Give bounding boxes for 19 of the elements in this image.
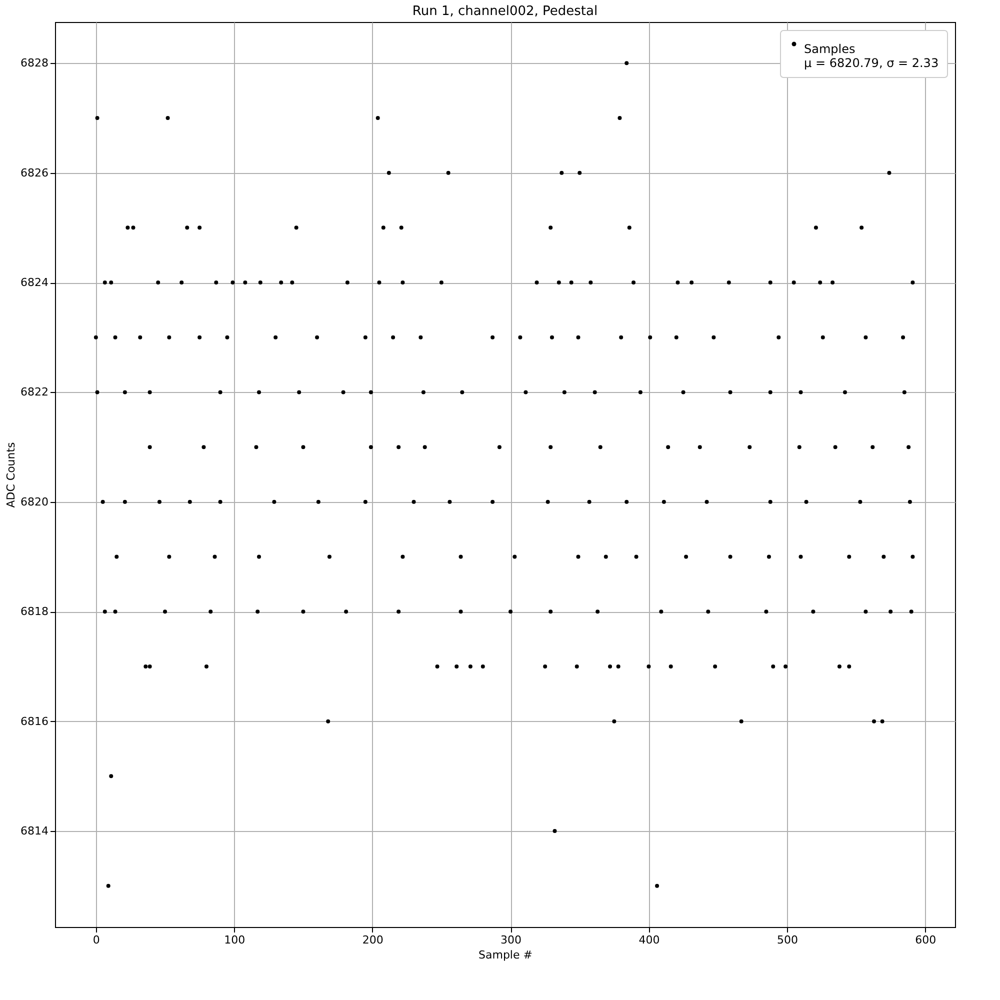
y-tick-label: 6826 <box>20 166 48 180</box>
y-tick-label: 6818 <box>20 605 48 618</box>
y-axis-title: ADC Counts <box>4 442 18 508</box>
chart-title: Run 1, channel002, Pedestal <box>412 4 598 19</box>
legend-label: Samples μ = 6820.79, σ = 2.33 <box>804 42 939 70</box>
x-tick-label: 500 <box>776 934 798 946</box>
y-tick-label: 6828 <box>20 56 48 70</box>
y-tick-label: 6820 <box>20 495 48 508</box>
y-tick-label: 6814 <box>20 824 48 838</box>
x-tick-label: 200 <box>362 934 384 946</box>
y-tick-label: 6816 <box>20 714 48 728</box>
x-tick-label: 100 <box>224 934 246 946</box>
x-tick-label: 600 <box>915 934 936 946</box>
x-axis-title: Sample # <box>478 948 532 962</box>
y-tick-label: 6824 <box>20 276 48 290</box>
x-tick-label: 0 <box>92 934 100 946</box>
x-tick-label: 300 <box>500 934 522 946</box>
x-tick-label: 400 <box>638 934 660 946</box>
y-tick-label: 6822 <box>20 386 48 399</box>
